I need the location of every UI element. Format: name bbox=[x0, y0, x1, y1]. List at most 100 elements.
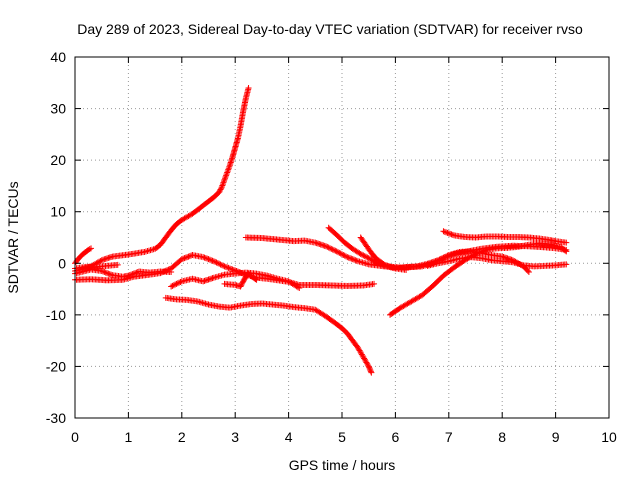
data-point bbox=[128, 271, 135, 278]
x-tick-label: 6 bbox=[392, 429, 400, 445]
x-tick-label: 10 bbox=[601, 429, 617, 445]
data-point bbox=[448, 231, 455, 238]
data-point bbox=[222, 173, 229, 180]
data-point bbox=[130, 270, 137, 277]
data-point bbox=[367, 368, 374, 375]
chart-title: Day 289 of 2023, Sidereal Day-to-day VTE… bbox=[77, 21, 583, 37]
data-point bbox=[218, 262, 225, 269]
x-tick-label: 8 bbox=[498, 429, 506, 445]
data-point bbox=[129, 271, 136, 278]
data-point bbox=[479, 248, 486, 255]
data-point bbox=[206, 256, 213, 263]
data-point bbox=[336, 249, 343, 256]
data-point bbox=[225, 165, 232, 172]
data-point bbox=[441, 228, 448, 235]
data-point bbox=[216, 260, 223, 267]
data-point bbox=[449, 231, 456, 238]
data-point bbox=[86, 246, 93, 253]
data-point bbox=[473, 250, 480, 257]
y-tick-label: 20 bbox=[50, 152, 66, 168]
data-point bbox=[225, 166, 232, 173]
x-tick-label: 4 bbox=[285, 429, 293, 445]
data-point bbox=[563, 248, 570, 255]
y-axis-label: SDTVAR / TECUs bbox=[5, 181, 21, 293]
data-point bbox=[330, 247, 337, 254]
y-tick-label: 10 bbox=[50, 204, 66, 220]
data-point bbox=[562, 247, 569, 254]
data-point bbox=[341, 252, 348, 259]
data-point bbox=[102, 269, 109, 276]
data-point bbox=[108, 271, 115, 278]
data-point bbox=[359, 251, 366, 258]
x-tick-label: 3 bbox=[231, 429, 239, 445]
data-point bbox=[448, 252, 455, 259]
data-point bbox=[481, 247, 488, 254]
data-point bbox=[209, 257, 216, 264]
data-point bbox=[222, 175, 229, 182]
data-point bbox=[333, 248, 340, 255]
data-point bbox=[176, 279, 183, 286]
data-point bbox=[328, 245, 335, 252]
series-track-12 bbox=[387, 240, 570, 318]
data-point bbox=[294, 284, 301, 291]
axis-ticks: 0 1 2 3 4 5 6 7 8 9 10 -30 -20 -10 0 10 20 30 40 bbox=[46, 49, 617, 445]
data-point bbox=[348, 255, 355, 262]
data-point bbox=[329, 246, 336, 253]
x-tick-label: 2 bbox=[178, 429, 186, 445]
data-point bbox=[477, 248, 484, 255]
data-point bbox=[88, 245, 95, 252]
data-point bbox=[339, 251, 345, 258]
data-point bbox=[440, 228, 447, 235]
data-point bbox=[184, 254, 191, 261]
y-tick-label: 30 bbox=[50, 101, 66, 117]
x-tick-label: 1 bbox=[125, 429, 133, 445]
data-point bbox=[182, 254, 189, 261]
data-point bbox=[114, 261, 121, 268]
data-point bbox=[447, 230, 454, 237]
data-point bbox=[363, 253, 370, 260]
data-point bbox=[439, 255, 446, 262]
data-point bbox=[445, 253, 452, 260]
data-point bbox=[440, 255, 447, 262]
data-point bbox=[351, 256, 358, 263]
series-track-2 bbox=[72, 84, 252, 275]
series-track-13 bbox=[440, 228, 570, 246]
data-point bbox=[97, 257, 104, 264]
data-point bbox=[133, 269, 140, 276]
data-point bbox=[441, 254, 448, 261]
data-point bbox=[364, 254, 371, 261]
data-point bbox=[212, 258, 219, 265]
data-point bbox=[443, 229, 450, 236]
data-point bbox=[126, 272, 133, 279]
y-tick-label: -20 bbox=[46, 358, 66, 374]
data-point bbox=[223, 170, 230, 177]
data-point bbox=[352, 257, 359, 264]
data-point bbox=[447, 252, 454, 259]
data-point bbox=[480, 247, 487, 254]
data-point bbox=[216, 189, 223, 196]
data-point bbox=[403, 266, 410, 273]
x-tick-label: 9 bbox=[552, 429, 560, 445]
data-point bbox=[221, 263, 228, 270]
data-point bbox=[210, 258, 217, 265]
data-point bbox=[344, 254, 351, 261]
data-point bbox=[174, 280, 181, 287]
data-point bbox=[371, 280, 378, 287]
data-point bbox=[222, 263, 229, 270]
data-point bbox=[168, 269, 175, 276]
data-point bbox=[326, 245, 333, 252]
data-point bbox=[525, 269, 532, 276]
data-point bbox=[226, 265, 233, 272]
data-point bbox=[228, 265, 235, 272]
data-point bbox=[204, 255, 211, 262]
data-point bbox=[181, 255, 188, 262]
data-point bbox=[205, 256, 212, 263]
data-point bbox=[170, 282, 177, 289]
data-point bbox=[101, 269, 108, 276]
data-point bbox=[332, 247, 339, 254]
data-point bbox=[347, 255, 354, 262]
y-tick-label: -30 bbox=[46, 410, 66, 426]
data-point bbox=[353, 257, 360, 264]
